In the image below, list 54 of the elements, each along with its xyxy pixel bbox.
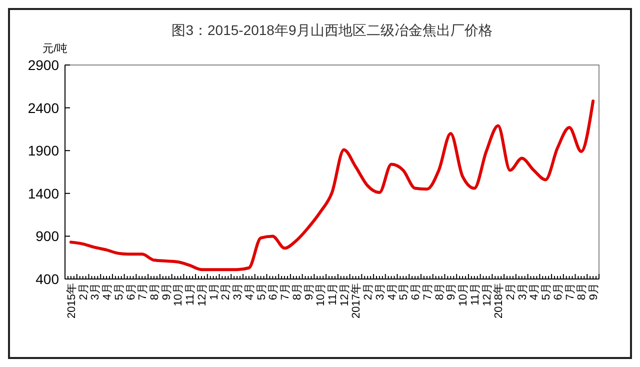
y-tick-label: 1900 <box>28 142 60 159</box>
x-tick-label: 2月 <box>78 283 90 300</box>
y-tick-label: 2900 <box>28 57 60 73</box>
x-tick-label: 2015年 <box>66 283 78 318</box>
x-tick-label: 3月 <box>232 283 244 300</box>
line-series <box>69 99 595 272</box>
y-axis-title: 元/吨 <box>42 42 68 55</box>
x-tick-label: 4月 <box>102 283 114 300</box>
x-tick-label: 9月 <box>303 283 316 300</box>
x-tick-label: 11月 <box>469 283 482 306</box>
x-tick-label: 5月 <box>398 283 410 300</box>
x-tick-label: 5月 <box>256 283 268 300</box>
x-tick-label: 4月 <box>244 283 256 300</box>
y-tick-label: 2400 <box>28 100 60 116</box>
x-tick-label: 11月 <box>184 283 197 306</box>
y-tick-label: 400 <box>36 271 60 287</box>
x-tick-label: 4月 <box>528 283 541 300</box>
y-tick-label: 1400 <box>28 185 60 202</box>
x-tick-label: 5月 <box>113 283 126 300</box>
x-tick-label: 3月 <box>516 283 529 300</box>
x-tick-label: 7月 <box>564 283 576 300</box>
x-tick-label: 2018年 <box>493 283 506 318</box>
x-tick-label: 12月 <box>338 283 351 306</box>
x-tick-label: 9月 <box>160 283 173 300</box>
x-tick-label: 7月 <box>422 283 434 300</box>
x-tick-label: 4月 <box>386 283 398 300</box>
x-tick-label: 9月 <box>446 283 458 300</box>
x-tick-label: 11月 <box>327 283 339 306</box>
x-tick-label: 2月 <box>362 283 375 300</box>
x-tick-label: 7月 <box>280 283 292 300</box>
x-tick-label: 7月 <box>137 283 150 300</box>
x-tick-label: 2月 <box>220 283 232 300</box>
x-tick-label: 10月 <box>458 283 470 306</box>
x-tick-label: 9月 <box>588 283 600 300</box>
x-tick-label: 12月 <box>481 283 494 306</box>
x-tick-label: 10月 <box>172 283 185 306</box>
x-tick-label: 8月 <box>291 283 304 300</box>
y-tick-label: 900 <box>36 228 60 244</box>
x-tick-label: 5月 <box>540 283 553 300</box>
x-tick-label: 2月 <box>505 283 517 300</box>
chart-title: 图3：2015-2018年9月山西地区二级冶金焦出厂价格 <box>172 22 492 38</box>
x-tick-label: 2017年 <box>350 283 363 318</box>
x-tick-label: 6月 <box>125 283 138 300</box>
x-tick-label: 1月 <box>208 283 220 300</box>
x-tick-label: 6月 <box>410 283 422 300</box>
x-tick-label: 3月 <box>90 283 102 300</box>
x-tick-label: 12月 <box>196 283 208 306</box>
x-tick-label: 6月 <box>268 283 280 300</box>
x-tick-label: 6月 <box>552 283 564 300</box>
x-tick-label: 8月 <box>149 283 161 300</box>
x-tick-label: 8月 <box>576 283 588 300</box>
x-tick-label: 3月 <box>374 283 386 300</box>
x-tick-label: 8月 <box>434 283 446 300</box>
x-tick-label: 10月 <box>315 283 328 306</box>
